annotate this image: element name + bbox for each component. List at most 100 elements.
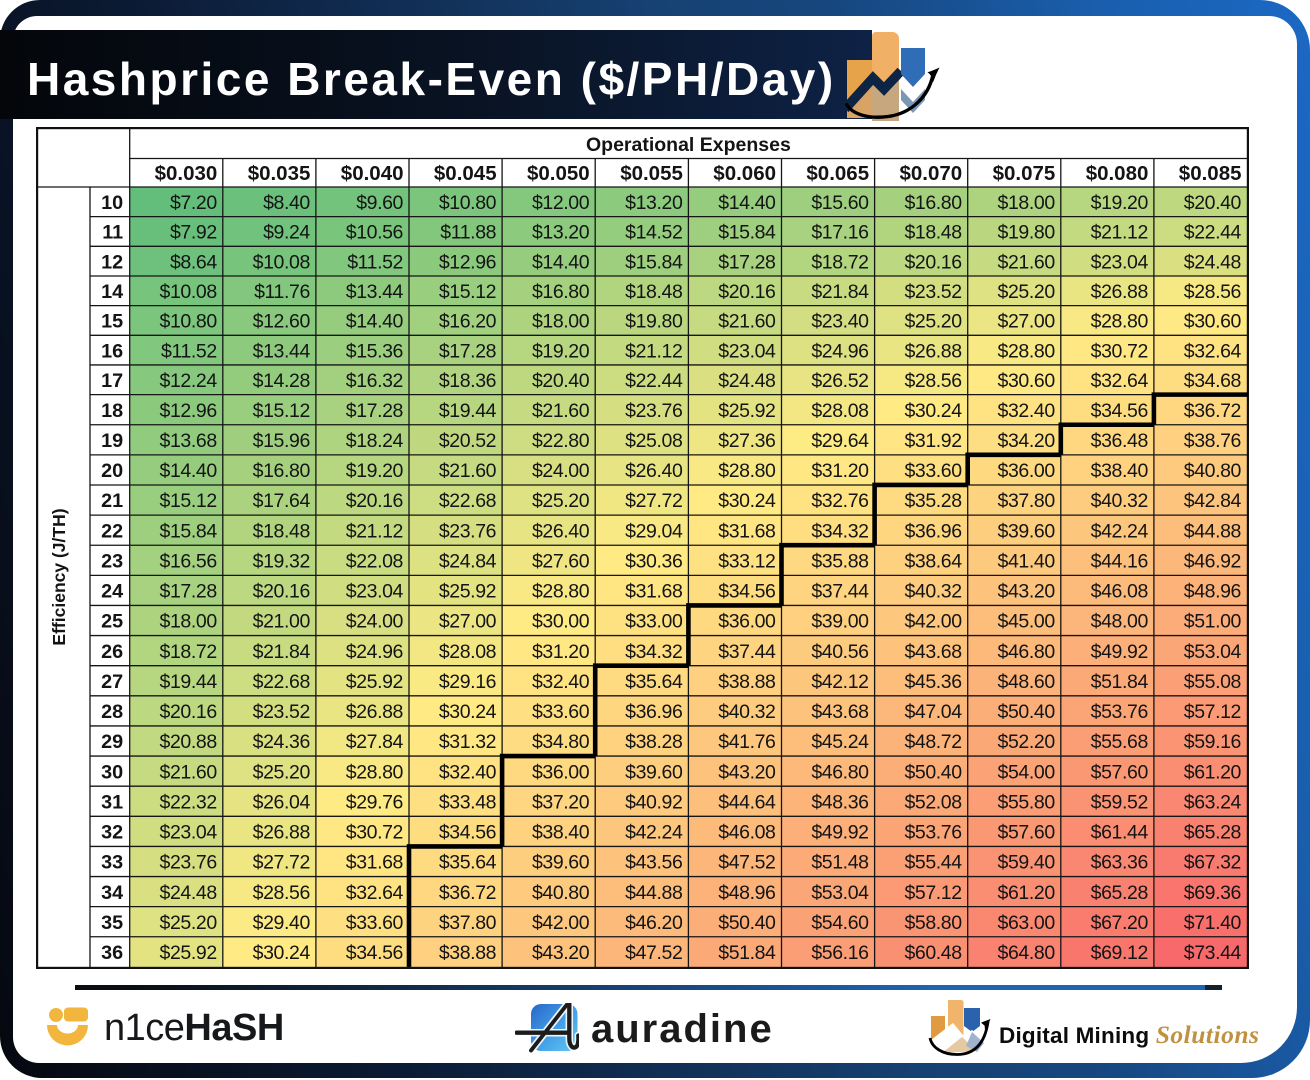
svg-text:$65.28: $65.28 xyxy=(1184,822,1241,844)
svg-text:$24.00: $24.00 xyxy=(532,460,590,482)
svg-text:$15.84: $15.84 xyxy=(160,520,218,542)
svg-text:$43.20: $43.20 xyxy=(998,581,1056,603)
svg-text:32: 32 xyxy=(101,822,123,844)
svg-text:$21.84: $21.84 xyxy=(253,641,311,663)
svg-text:$58.80: $58.80 xyxy=(904,912,962,934)
svg-text:$36.48: $36.48 xyxy=(1091,430,1148,452)
svg-text:$23.04: $23.04 xyxy=(1091,251,1149,273)
svg-text:$23.52: $23.52 xyxy=(253,701,310,723)
svg-text:$42.84: $42.84 xyxy=(1184,490,1242,512)
svg-text:$39.60: $39.60 xyxy=(998,520,1056,542)
svg-text:$19.20: $19.20 xyxy=(346,460,404,482)
svg-text:$20.16: $20.16 xyxy=(718,281,775,303)
svg-text:$0.030: $0.030 xyxy=(155,162,218,185)
svg-text:$42.00: $42.00 xyxy=(904,611,962,633)
svg-text:$35.64: $35.64 xyxy=(625,671,683,693)
svg-text:$27.00: $27.00 xyxy=(998,311,1056,333)
svg-text:$15.96: $15.96 xyxy=(253,430,310,452)
svg-text:$36.72: $36.72 xyxy=(439,882,496,904)
svg-text:$61.44: $61.44 xyxy=(1091,822,1149,844)
svg-text:$26.88: $26.88 xyxy=(346,701,403,723)
svg-text:$50.40: $50.40 xyxy=(998,701,1056,723)
svg-text:$38.40: $38.40 xyxy=(532,822,590,844)
svg-text:$25.92: $25.92 xyxy=(160,942,217,964)
svg-text:$34.56: $34.56 xyxy=(346,942,403,964)
svg-text:$18.72: $18.72 xyxy=(160,641,217,663)
svg-text:$13.20: $13.20 xyxy=(532,222,590,244)
svg-text:$69.12: $69.12 xyxy=(1091,942,1148,964)
svg-text:$28.80: $28.80 xyxy=(1091,311,1149,333)
svg-text:$41.40: $41.40 xyxy=(998,551,1056,573)
svg-text:$16.80: $16.80 xyxy=(532,281,590,303)
svg-text:$59.52: $59.52 xyxy=(1091,791,1148,813)
svg-text:$7.92: $7.92 xyxy=(170,222,217,244)
svg-text:$31.20: $31.20 xyxy=(532,641,590,663)
svg-text:$40.80: $40.80 xyxy=(1184,460,1242,482)
svg-text:$0.070: $0.070 xyxy=(899,162,962,185)
svg-text:$40.32: $40.32 xyxy=(718,701,775,723)
svg-text:$34.32: $34.32 xyxy=(811,520,868,542)
svg-text:19: 19 xyxy=(101,430,123,452)
svg-text:$40.80: $40.80 xyxy=(532,882,590,904)
svg-text:$38.88: $38.88 xyxy=(718,671,775,693)
svg-text:$27.60: $27.60 xyxy=(532,551,590,573)
svg-text:$38.28: $38.28 xyxy=(625,731,682,753)
svg-text:$31.20: $31.20 xyxy=(811,460,869,482)
svg-text:$11.52: $11.52 xyxy=(161,340,217,362)
svg-text:$21.60: $21.60 xyxy=(160,761,218,783)
svg-text:$45.36: $45.36 xyxy=(904,671,961,693)
svg-text:$49.92: $49.92 xyxy=(1091,641,1148,663)
svg-text:$31.92: $31.92 xyxy=(904,430,961,452)
svg-text:$51.84: $51.84 xyxy=(1091,671,1149,693)
svg-text:34: 34 xyxy=(101,882,123,904)
svg-text:$0.060: $0.060 xyxy=(713,162,776,185)
svg-text:$28.08: $28.08 xyxy=(811,400,868,422)
svg-text:$36.00: $36.00 xyxy=(718,611,776,633)
svg-text:$48.72: $48.72 xyxy=(904,731,961,753)
svg-text:30: 30 xyxy=(101,761,123,783)
svg-text:$46.92: $46.92 xyxy=(1184,551,1241,573)
svg-text:$30.24: $30.24 xyxy=(718,490,776,512)
svg-text:$18.48: $18.48 xyxy=(625,281,682,303)
svg-text:$24.96: $24.96 xyxy=(346,641,403,663)
svg-text:$43.20: $43.20 xyxy=(718,761,776,783)
svg-text:Efficiency (J/TH): Efficiency (J/TH) xyxy=(49,508,69,645)
svg-text:$53.04: $53.04 xyxy=(1184,641,1242,663)
svg-text:$30.72: $30.72 xyxy=(346,822,403,844)
svg-text:16: 16 xyxy=(101,340,123,362)
svg-text:$24.48: $24.48 xyxy=(718,370,775,392)
svg-text:24: 24 xyxy=(101,581,123,603)
svg-text:$30.72: $30.72 xyxy=(1091,340,1148,362)
svg-text:$26.04: $26.04 xyxy=(253,791,311,813)
svg-text:$33.60: $33.60 xyxy=(346,912,404,934)
svg-text:$0.065: $0.065 xyxy=(806,162,869,185)
svg-text:$22.44: $22.44 xyxy=(625,370,683,392)
svg-text:$18.48: $18.48 xyxy=(904,222,961,244)
svg-text:$16.80: $16.80 xyxy=(904,192,962,214)
svg-text:$14.40: $14.40 xyxy=(160,460,218,482)
svg-text:$21.60: $21.60 xyxy=(439,460,497,482)
svg-text:$33.48: $33.48 xyxy=(439,791,496,813)
svg-text:$48.96: $48.96 xyxy=(718,882,775,904)
svg-text:$12.96: $12.96 xyxy=(160,400,217,422)
svg-text:$39.00: $39.00 xyxy=(811,611,869,633)
svg-text:$30.60: $30.60 xyxy=(998,370,1056,392)
svg-text:$0.075: $0.075 xyxy=(993,162,1056,185)
svg-text:27: 27 xyxy=(101,671,123,693)
svg-text:$20.40: $20.40 xyxy=(532,370,590,392)
svg-text:$24.48: $24.48 xyxy=(160,882,217,904)
svg-text:$34.20: $34.20 xyxy=(998,430,1056,452)
svg-text:$30.36: $30.36 xyxy=(625,551,682,573)
svg-text:$46.20: $46.20 xyxy=(625,912,683,934)
svg-text:$27.72: $27.72 xyxy=(625,490,682,512)
svg-text:$38.88: $38.88 xyxy=(439,942,496,964)
svg-text:35: 35 xyxy=(101,912,123,934)
svg-text:$51.00: $51.00 xyxy=(1184,611,1242,633)
svg-text:$47.52: $47.52 xyxy=(625,942,682,964)
svg-text:$26.40: $26.40 xyxy=(625,460,683,482)
svg-text:$14.40: $14.40 xyxy=(718,192,776,214)
svg-text:26: 26 xyxy=(101,641,123,663)
svg-text:$23.52: $23.52 xyxy=(904,281,961,303)
svg-text:$27.84: $27.84 xyxy=(346,731,404,753)
svg-text:$54.60: $54.60 xyxy=(811,912,869,934)
